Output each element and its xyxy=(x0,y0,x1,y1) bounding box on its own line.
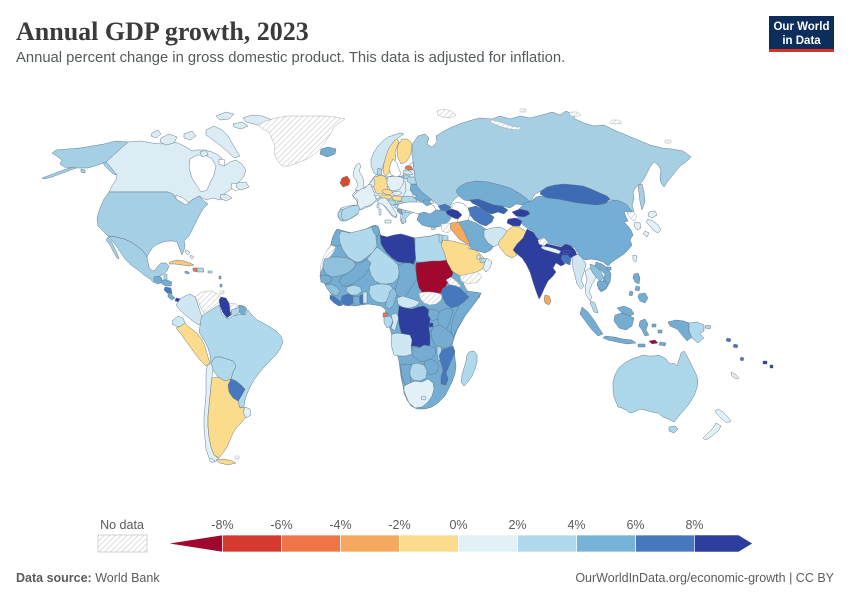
svg-text:No data: No data xyxy=(100,518,144,532)
svg-text:-6%: -6% xyxy=(270,518,292,532)
svg-text:-8%: -8% xyxy=(211,518,233,532)
svg-text:-2%: -2% xyxy=(388,518,410,532)
svg-text:4%: 4% xyxy=(567,518,585,532)
svg-text:6%: 6% xyxy=(626,518,644,532)
svg-text:0%: 0% xyxy=(449,518,467,532)
svg-text:-4%: -4% xyxy=(329,518,351,532)
svg-text:8%: 8% xyxy=(685,518,703,532)
svg-text:2%: 2% xyxy=(508,518,526,532)
